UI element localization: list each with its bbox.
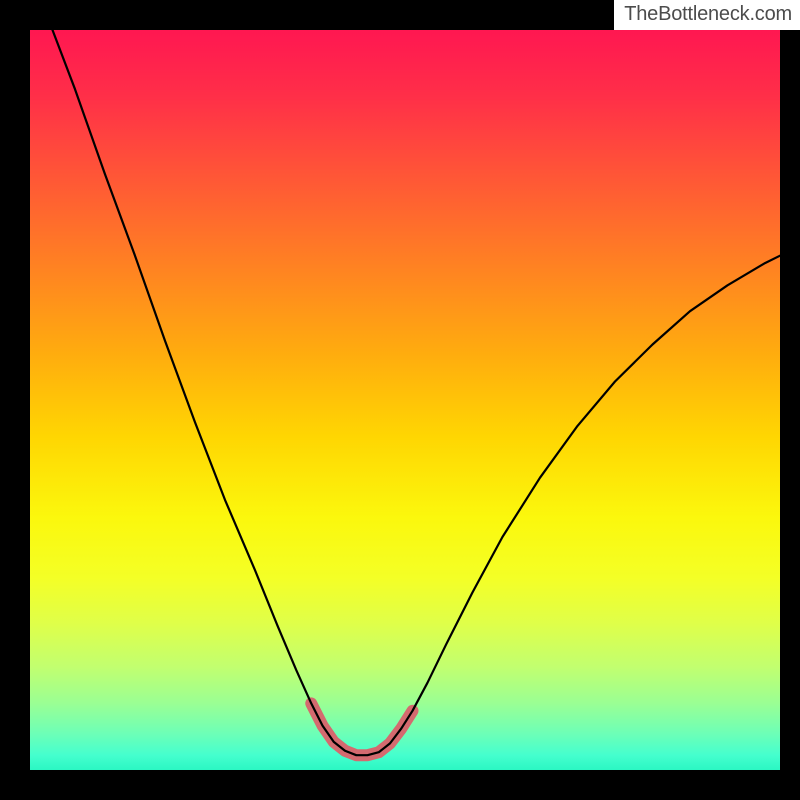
bottleneck-highlight-band xyxy=(311,703,412,755)
curve-layer xyxy=(30,30,780,770)
plot-area xyxy=(30,30,780,770)
figure-canvas: TheBottleneck.com xyxy=(0,0,800,800)
bottleneck-curve xyxy=(53,30,781,755)
watermark-label: TheBottleneck.com xyxy=(614,0,800,30)
